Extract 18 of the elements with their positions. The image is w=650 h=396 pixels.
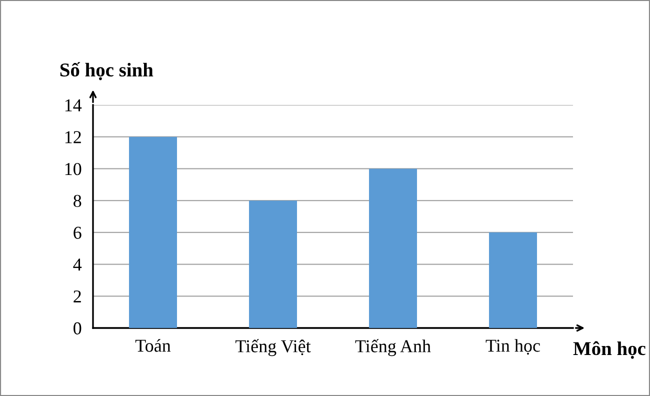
x-axis-title: Môn học — [573, 341, 646, 359]
y-tick-label: 8 — [74, 194, 82, 208]
x-tick-label: Toán — [135, 339, 171, 352]
x-tick-label: Tin học — [486, 339, 540, 355]
bar — [489, 232, 537, 328]
y-tick-label: 2 — [74, 290, 81, 302]
y-tick-label: 0 — [74, 322, 82, 334]
y-axis-title: Số học sinh — [60, 62, 154, 80]
y-tick-label: 12 — [65, 131, 81, 144]
bar — [129, 136, 177, 328]
x-tick-label: Tiếng Việt — [235, 339, 311, 356]
y-tick-label: 4 — [73, 258, 82, 271]
y-tick-label: 10 — [65, 162, 82, 176]
x-tick-label: Tiếng Anh — [355, 339, 431, 356]
y-tick-label: 6 — [74, 226, 82, 239]
bar — [369, 168, 417, 328]
bar — [249, 200, 297, 328]
y-tick-label: 14 — [65, 99, 82, 112]
